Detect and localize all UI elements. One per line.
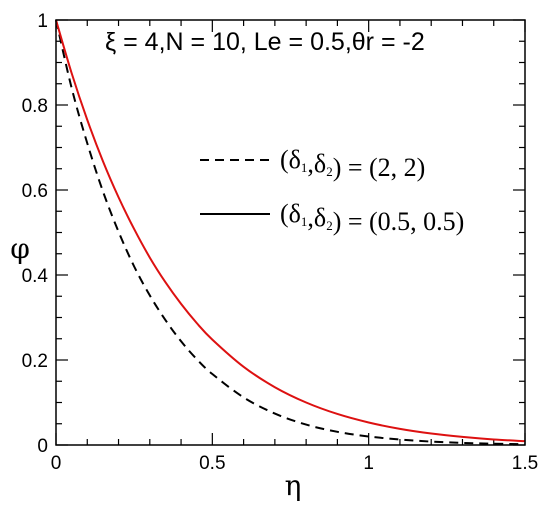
x-tick-label: 0.5 [199,453,225,474]
x-tick-label: 1.5 [512,453,538,474]
series-line-dashed [55,19,526,446]
y-axis-label: φ [10,232,30,265]
x-tick-label: 1 [363,453,374,474]
x-tick-label: 0 [51,453,62,474]
legend: (δ1,δ2) = (2, 2) (δ1,δ2) = (0.5, 0.5) [200,145,464,236]
y-tick-label: 0.8 [22,96,48,117]
series-group [55,19,526,446]
y-tick-label: 0.4 [22,266,49,287]
y-tick-label: 0 [37,436,48,457]
tick-labels: 0 0.5 1 1.5 0 0.2 0.4 0.6 0.8 1 [22,11,539,474]
parameter-annotation: ξ = 4,N = 10, Le = 0.5,θr = -2 [105,28,425,56]
plot-frame [55,19,526,446]
x-axis-label: η [285,469,302,502]
y-tick-label: 0.2 [22,351,48,372]
y-tick-label: 0.6 [22,181,48,202]
legend-entry-label: (δ1,δ2) = (0.5, 0.5) [280,199,464,236]
y-tick-label: 1 [37,11,48,32]
series-line-solid [55,19,526,443]
legend-entry-label: (δ1,δ2) = (2, 2) [280,145,425,182]
